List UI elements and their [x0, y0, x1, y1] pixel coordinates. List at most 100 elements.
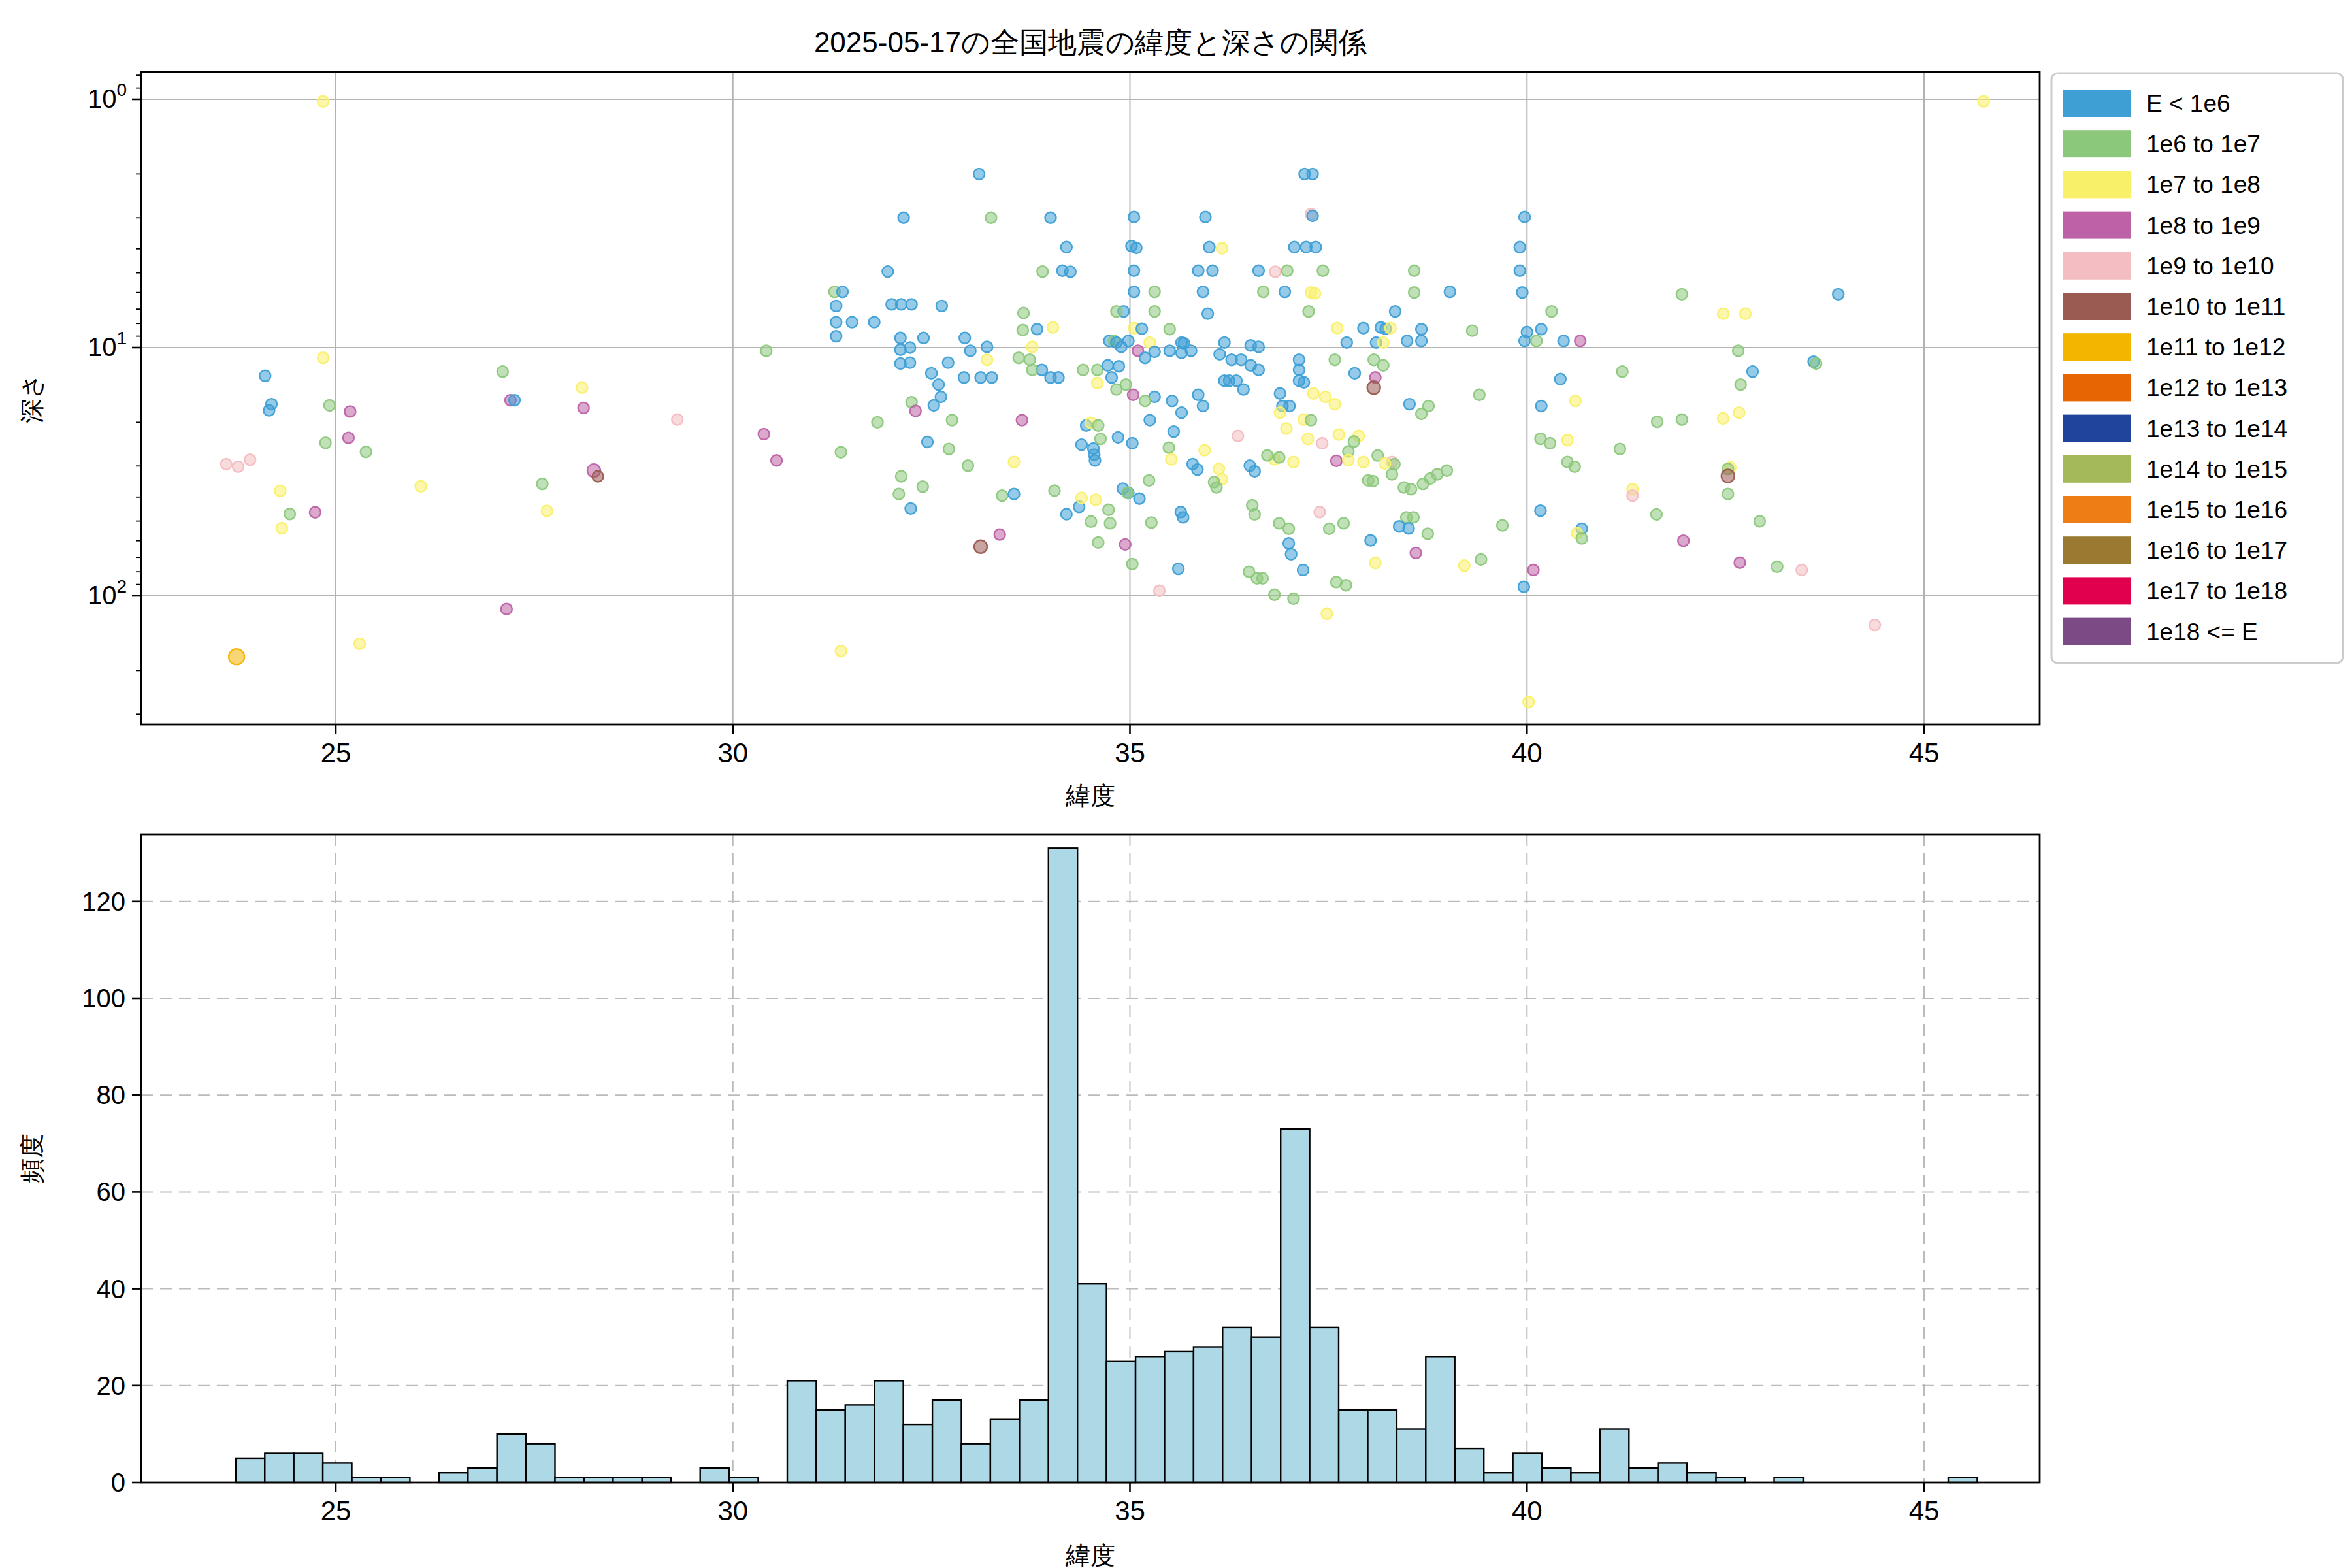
scatter-point: [578, 402, 589, 414]
x-tick-label: 45: [1909, 738, 1940, 768]
scatter-point: [1733, 345, 1744, 356]
scatter-point: [1735, 557, 1746, 568]
scatter-point: [1249, 509, 1260, 520]
scatter-point: [593, 471, 604, 482]
legend-box: [2051, 73, 2343, 663]
x-tick-label: 25: [321, 1495, 351, 1526]
scatter-point: [1341, 580, 1352, 591]
histogram-bar: [1600, 1429, 1629, 1483]
legend-label: 1e12 to 1e13: [2146, 374, 2287, 401]
scatter-point: [1576, 533, 1588, 544]
legend-swatch: [2063, 455, 2131, 483]
scatter-point: [1459, 560, 1470, 571]
histogram-bar: [236, 1458, 265, 1482]
scatter-point: [1173, 563, 1184, 574]
scatter-point: [1149, 306, 1160, 317]
scatter-point: [1309, 288, 1320, 299]
histogram-bar: [1368, 1410, 1397, 1482]
y-tick-label: 102: [88, 576, 127, 610]
scatter-xlabel: 緯度: [1065, 782, 1115, 809]
scatter-point: [1262, 450, 1273, 461]
scatter-point: [416, 481, 427, 492]
scatter-point: [973, 169, 985, 180]
scatter-point: [1113, 361, 1124, 372]
scatter-point: [1275, 388, 1286, 399]
scatter-point: [1315, 506, 1326, 517]
scatter-point: [1134, 493, 1145, 504]
scatter-point: [1154, 585, 1165, 596]
scatter-point: [928, 400, 939, 411]
scatter-point: [1128, 389, 1139, 400]
scatter-point: [1283, 523, 1294, 534]
legend-swatch: [2063, 536, 2131, 564]
legend-swatch: [2063, 618, 2131, 645]
scatter-point: [1536, 323, 1547, 335]
scatter-point: [906, 299, 917, 310]
scatter-point: [1281, 423, 1292, 434]
scatter-point: [1283, 538, 1294, 549]
scatter-point: [1077, 365, 1088, 376]
legend-label: 1e14 to 1e15: [2146, 456, 2287, 483]
scatter-ylabel: 深さ: [18, 373, 46, 423]
scatter-point: [1303, 306, 1315, 317]
scatter-point: [1514, 242, 1526, 253]
scatter-point: [1092, 365, 1103, 376]
x-tick-label: 30: [717, 738, 748, 768]
scatter-point: [1269, 266, 1281, 277]
scatter-point: [1009, 489, 1020, 500]
scatter-point: [537, 478, 548, 489]
y-tick-label: 0: [111, 1468, 125, 1497]
scatter-point: [1202, 308, 1213, 319]
scatter-point: [1535, 505, 1546, 516]
histogram-bar: [1513, 1454, 1542, 1483]
legend-swatch: [2063, 90, 2131, 117]
legend-label: 1e16 to 1e17: [2146, 537, 2287, 564]
scatter-point: [1531, 335, 1542, 346]
scatter-point: [361, 446, 372, 457]
legend-label: 1e8 to 1e9: [2146, 212, 2261, 239]
legend-label: 1e17 to 1e18: [2146, 578, 2287, 604]
scatter-point: [354, 638, 365, 649]
scatter-point: [233, 461, 244, 472]
scatter-point: [1207, 265, 1218, 276]
scatter-point: [1198, 286, 1209, 297]
x-tick-label: 40: [1512, 1495, 1543, 1526]
scatter-point: [943, 444, 955, 455]
scatter-point: [1166, 454, 1177, 465]
histogram-bar: [468, 1468, 497, 1482]
scatter-point: [872, 417, 883, 428]
histogram-plot: 2530354045020406080100120緯度頻度: [18, 834, 2040, 1568]
y-tick-label: 120: [82, 887, 125, 916]
legend-entry: 1e15 to 1e16: [2063, 496, 2287, 523]
histogram-bar: [1542, 1468, 1571, 1482]
scatter-point: [1370, 557, 1381, 568]
scatter-point: [1343, 455, 1354, 466]
scatter-point: [229, 649, 244, 664]
scatter-point: [1017, 325, 1028, 336]
scatter-point: [910, 406, 921, 417]
scatter-point: [759, 429, 770, 440]
scatter-point: [1320, 391, 1331, 402]
scatter-point: [1009, 457, 1020, 468]
x-tick-label: 45: [1909, 1495, 1940, 1526]
scatter-point: [947, 415, 958, 426]
scatter-point: [1037, 266, 1048, 277]
scatter-point: [1045, 212, 1056, 223]
scatter-point: [1445, 286, 1456, 297]
histogram-bar: [1135, 1356, 1164, 1482]
scatter-point: [926, 368, 937, 379]
scatter-point: [1164, 442, 1175, 453]
scatter-point: [981, 342, 992, 353]
scatter-point: [985, 212, 996, 223]
scatter-point: [318, 96, 329, 107]
scatter-point: [1253, 265, 1264, 276]
scatter-point: [310, 507, 321, 518]
histogram-bar: [962, 1444, 990, 1482]
scatter-point: [943, 357, 954, 368]
scatter-point: [917, 481, 928, 492]
scatter-point: [1164, 323, 1175, 335]
legend-swatch: [2063, 415, 2131, 442]
scatter-point: [1390, 306, 1401, 317]
scatter-point: [1367, 476, 1379, 487]
scatter-point: [1018, 308, 1029, 319]
